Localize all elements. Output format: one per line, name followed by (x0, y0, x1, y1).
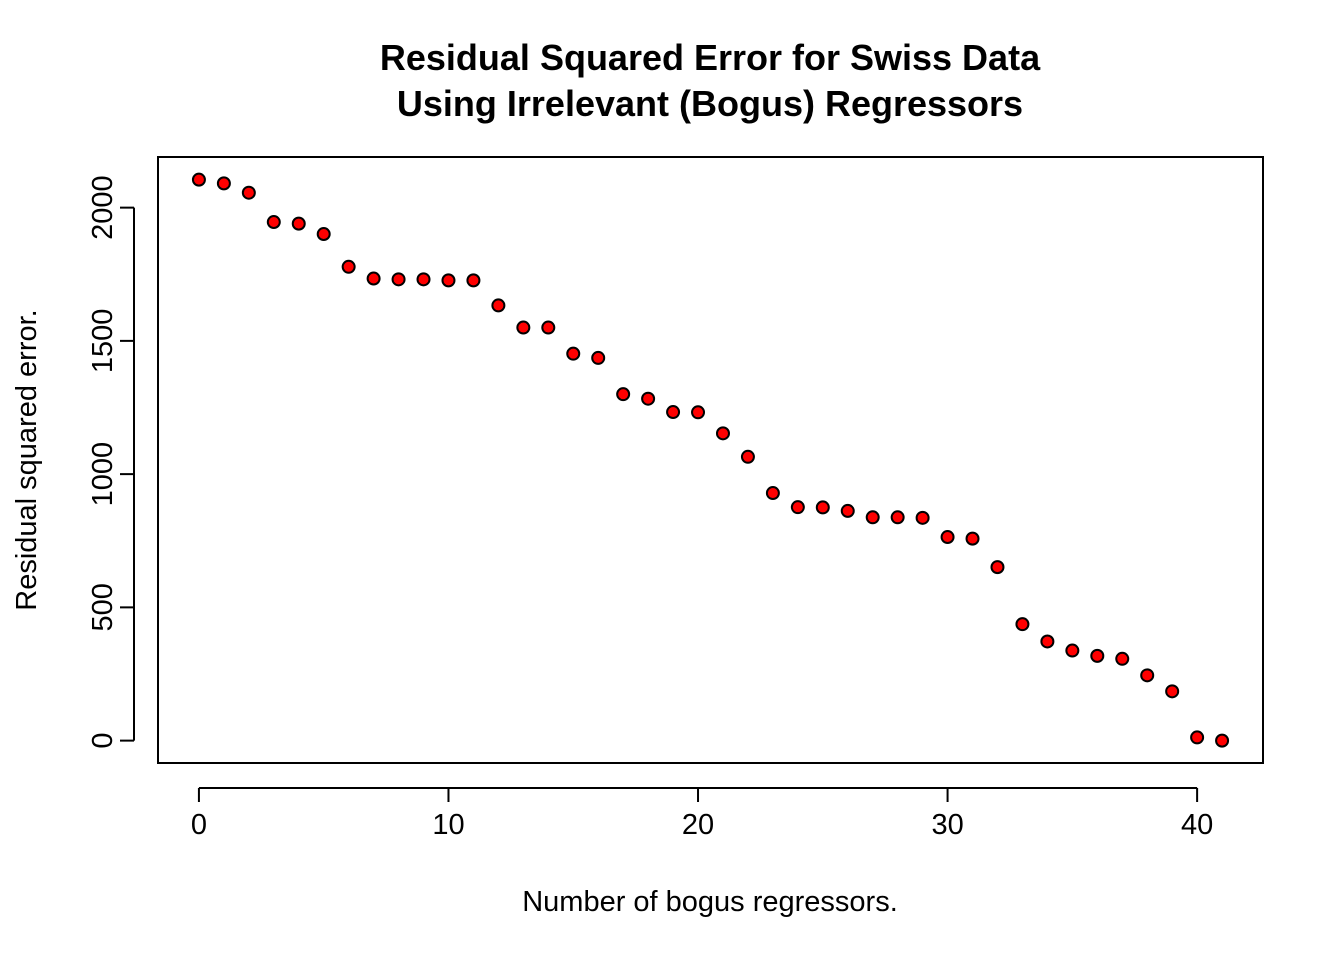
data-point (1215, 733, 1230, 748)
data-point (491, 298, 506, 313)
data-point (241, 185, 256, 200)
data-point (1190, 730, 1205, 745)
data-point (840, 503, 855, 518)
data-points (191, 172, 1230, 748)
data-point (541, 320, 556, 335)
data-point (740, 449, 755, 464)
data-point (915, 510, 930, 525)
data-point (990, 560, 1005, 575)
data-point (1140, 668, 1155, 683)
y-axis-label: Residual squared error. (11, 309, 43, 610)
data-point (591, 350, 606, 365)
chart-subtitle: Using Irrelevant (Bogus) Regressors (397, 83, 1023, 124)
data-point (765, 486, 780, 501)
data-point (216, 176, 231, 191)
data-point (516, 320, 531, 335)
data-point (1040, 634, 1055, 649)
data-point (715, 426, 730, 441)
chart-title: Residual Squared Error for Swiss Data (380, 37, 1041, 78)
data-point (790, 500, 805, 515)
x-tick-label: 20 (682, 809, 714, 841)
data-point (1065, 643, 1080, 658)
data-point (940, 530, 955, 545)
data-point (1015, 617, 1030, 632)
data-point (815, 500, 830, 515)
data-point (865, 510, 880, 525)
data-point (641, 391, 656, 406)
x-tick-label: 0 (191, 809, 207, 841)
data-point (616, 387, 631, 402)
data-point (1090, 648, 1105, 663)
data-point (341, 259, 356, 274)
y-tick-label: 0 (87, 733, 119, 749)
data-point (466, 273, 481, 288)
data-point (391, 272, 406, 287)
data-point (666, 405, 681, 420)
data-point (1165, 684, 1180, 699)
plot-area-border (157, 156, 1264, 764)
x-tick-label: 30 (931, 809, 963, 841)
data-point (691, 405, 706, 420)
y-axis: 0 500 1000 1500 2000 (87, 175, 135, 749)
data-point (965, 531, 980, 546)
data-point (266, 215, 281, 230)
data-point (441, 273, 456, 288)
y-tick-label: 2000 (87, 175, 119, 240)
x-axis-label: Number of bogus regressors. (522, 886, 898, 918)
data-point (191, 172, 206, 187)
data-point (291, 216, 306, 231)
data-point (1115, 651, 1130, 666)
x-tick-label: 10 (432, 809, 464, 841)
y-tick-label: 500 (87, 583, 119, 631)
y-tick-label: 1000 (87, 442, 119, 507)
data-point (566, 346, 581, 361)
data-point (366, 271, 381, 286)
x-tick-label: 40 (1181, 809, 1213, 841)
data-point (890, 510, 905, 525)
data-point (316, 227, 331, 242)
x-axis: 0 10 20 30 40 (191, 787, 1213, 841)
y-tick-label: 1500 (87, 309, 119, 374)
data-point (416, 272, 431, 287)
